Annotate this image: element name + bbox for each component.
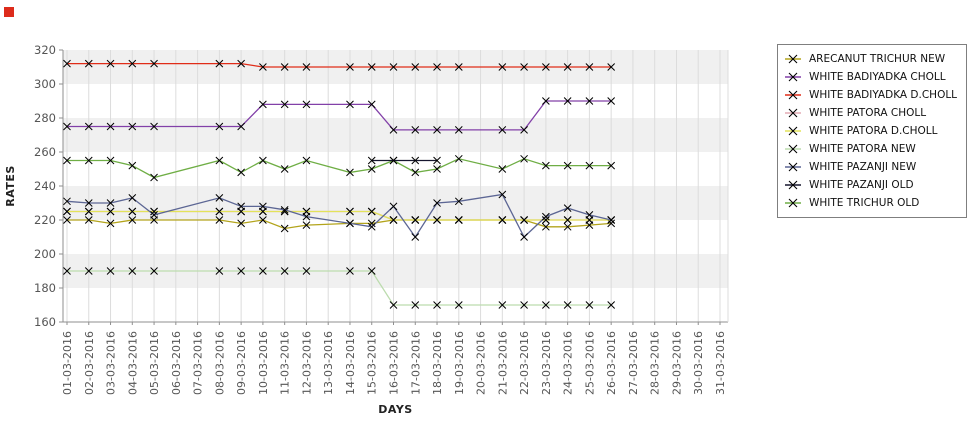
legend-item: WHITE PATORA D.CHOLL: [784, 122, 960, 140]
x-tick-label: 01-03-2016: [61, 331, 74, 395]
y-tick-label: 220: [34, 213, 56, 227]
legend-marker-icon: [785, 72, 801, 82]
legend-marker-icon: [785, 54, 801, 64]
x-tick-label: 20-03-2016: [475, 331, 488, 395]
y-tick-label: 200: [34, 247, 56, 261]
y-tick-label: 160: [34, 315, 56, 329]
legend-marker-icon: [785, 162, 801, 172]
legend-item: WHITE PATORA NEW: [784, 140, 960, 158]
y-tick-label: 280: [34, 111, 56, 125]
chart-legend: ARECANUT TRICHUR NEW WHITE BADIYADKA CHOL…: [777, 44, 967, 218]
x-tick-label: 23-03-2016: [540, 331, 553, 395]
legend-label: WHITE BADIYADKA CHOLL: [809, 71, 946, 83]
legend-item: WHITE BADIYADKA CHOLL: [784, 68, 960, 86]
x-tick-label: 06-03-2016: [170, 331, 183, 395]
band: [63, 118, 728, 152]
x-tick-label: 11-03-2016: [279, 331, 292, 395]
series-white-trichur-old: [63, 154, 616, 182]
x-tick-label: 07-03-2016: [192, 331, 205, 395]
legend-item: ARECANUT TRICHUR NEW: [784, 50, 960, 68]
legend-marker-icon: [785, 126, 801, 136]
x-tick-label: 31-03-2016: [714, 331, 727, 395]
legend-label: ARECANUT TRICHUR NEW: [809, 53, 946, 65]
legend-item: WHITE PAZANJI OLD: [784, 176, 960, 194]
rates-line-chart: 160 180 200 220 240 260 280 300 320 01-03-2016 02-…: [4, 43, 729, 416]
x-tick-label: 02-03-2016: [83, 331, 96, 395]
y-axis-title: RATES: [4, 165, 17, 207]
legend-label: WHITE PATORA CHOLL: [809, 107, 927, 119]
x-tick-label: 27-03-2016: [627, 331, 640, 395]
y-tick-label: 240: [34, 179, 56, 193]
series-white-badiyadka-d-choll: [63, 59, 616, 71]
y-tick-label: 300: [34, 77, 56, 91]
x-tick-label: 08-03-2016: [213, 331, 226, 395]
legend-label: WHITE BADIYADKA D.CHOLL: [809, 89, 958, 101]
x-tick-label: 09-03-2016: [235, 331, 248, 395]
legend-item: WHITE TRICHUR OLD: [784, 194, 960, 212]
legend-label: WHITE PAZANJI NEW: [809, 161, 917, 173]
y-tick-label: 320: [34, 43, 56, 57]
legend-marker-icon: [785, 90, 801, 100]
series-white-patora-new: [63, 267, 616, 309]
legend-label: WHITE PATORA NEW: [809, 143, 916, 155]
legend-label: WHITE PATORA D.CHOLL: [809, 125, 938, 137]
y-tick-label: 180: [34, 281, 56, 295]
series-white-pazanji-new: [63, 190, 616, 241]
legend-item: WHITE BADIYADKA D.CHOLL: [784, 86, 960, 104]
x-tick-label: 17-03-2016: [409, 331, 422, 395]
x-tick-label: 04-03-2016: [126, 331, 139, 395]
x-tick-label: 24-03-2016: [562, 331, 575, 395]
x-tick-label: 03-03-2016: [105, 331, 118, 395]
legend-label: WHITE PAZANJI OLD: [809, 179, 914, 191]
x-tick-label: 13-03-2016: [322, 331, 335, 395]
series-white-pazanji-old: [367, 156, 441, 165]
x-tick-label: 21-03-2016: [496, 331, 509, 395]
x-tick-label: 25-03-2016: [583, 331, 596, 395]
x-tick-label: 18-03-2016: [431, 331, 444, 395]
x-tick-label: 10-03-2016: [257, 331, 270, 395]
x-tick-label: 28-03-2016: [649, 331, 662, 395]
x-tick-label: 14-03-2016: [344, 331, 357, 395]
legend-item: WHITE PATORA CHOLL: [784, 104, 960, 122]
x-axis-title: DAYS: [378, 403, 412, 416]
y-tick-label: 260: [34, 145, 56, 159]
series-white-badiyadka-choll: [63, 97, 616, 134]
x-tick-label: 19-03-2016: [453, 331, 466, 395]
x-tick-label: 26-03-2016: [605, 331, 618, 395]
legend-marker-icon: [785, 198, 801, 208]
x-tick-label: 30-03-2016: [692, 331, 705, 395]
legend-marker-icon: [785, 108, 801, 118]
legend-marker-icon: [785, 180, 801, 190]
x-tick-label: 15-03-2016: [366, 331, 379, 395]
x-tick-label: 12-03-2016: [300, 331, 313, 395]
legend-item: WHITE PAZANJI NEW: [784, 158, 960, 176]
legend-label: WHITE TRICHUR OLD: [809, 197, 920, 209]
x-tick-label: 22-03-2016: [518, 331, 531, 395]
legend-marker-icon: [785, 144, 801, 154]
band: [63, 186, 728, 220]
x-tick-label: 05-03-2016: [148, 331, 161, 395]
x-tick-label: 29-03-2016: [670, 331, 683, 395]
x-tick-label: 16-03-2016: [388, 331, 401, 395]
red-corner-marker: [4, 7, 14, 17]
